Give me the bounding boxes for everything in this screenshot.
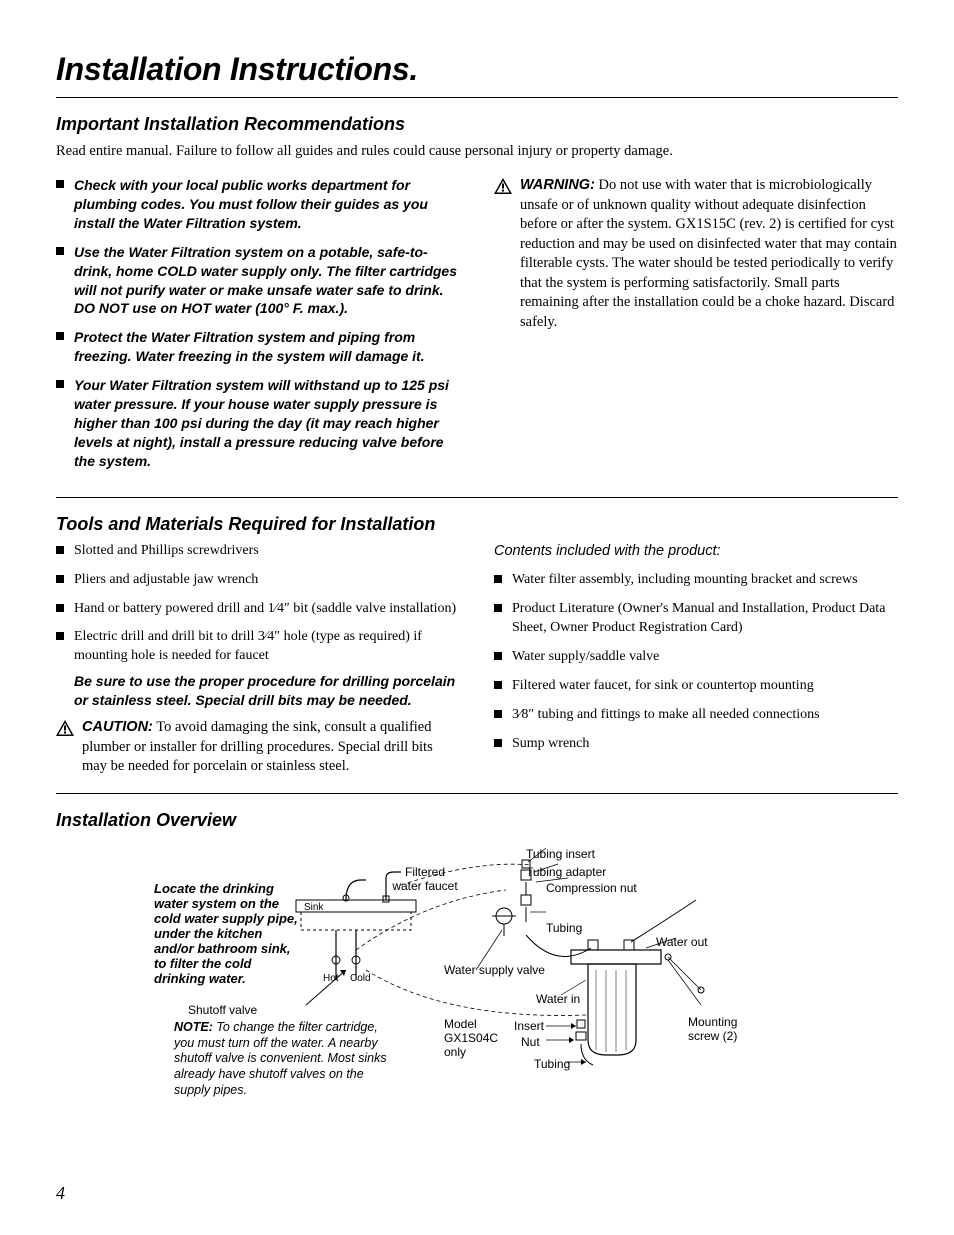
label-cold: Cold: [350, 973, 371, 985]
page-number: 4: [56, 1181, 65, 1205]
installation-diagram: Locate the drinking water system on the …: [56, 840, 898, 1120]
section-tools: Tools and Materials Required for Install…: [56, 512, 898, 777]
label-water-in: Water in: [536, 993, 580, 1007]
warning-body: Do not use with water that is microbiolo…: [520, 177, 897, 330]
tools-heading: Tools and Materials Required for Install…: [56, 512, 898, 536]
list-item: Slotted and Phillips screwdrivers: [56, 542, 460, 561]
tools-left-bullets: Slotted and Phillips screwdrivers Pliers…: [56, 542, 460, 666]
label-water-out: Water out: [656, 936, 708, 950]
list-item: Water supply/saddle valve: [494, 648, 898, 667]
label-insert: Insert: [514, 1020, 544, 1034]
label-hot: Hot: [323, 973, 339, 985]
label-sink: Sink: [304, 902, 323, 914]
list-item: Protect the Water Filtration system and …: [56, 328, 460, 366]
contents-heading: Contents included with the product:: [494, 542, 898, 562]
list-item: Product Literature (Owner's Manual and I…: [494, 600, 898, 638]
label-tubing-insert: Tubing insert: [526, 848, 595, 862]
list-item: Use the Water Filtration system on a pot…: [56, 243, 460, 319]
label-tubing2: Tubing: [534, 1058, 570, 1072]
list-item: Hand or battery powered drill and 1⁄4″ b…: [56, 600, 460, 619]
label-model: Model GX1S04C only: [444, 1018, 499, 1059]
section-overview: Installation Overview Locate the drinkin…: [56, 808, 898, 1120]
list-item: Electric drill and drill bit to drill 3⁄…: [56, 628, 460, 666]
page-title: Installation Instructions.: [56, 48, 898, 98]
divider: [56, 497, 898, 498]
warning-label: WARNING:: [520, 177, 595, 193]
label-compression-nut: Compression nut: [546, 882, 637, 896]
caution-label: CAUTION:: [82, 719, 153, 735]
divider: [56, 793, 898, 794]
caution-icon: [56, 720, 74, 736]
list-item: Check with your local public works depar…: [56, 176, 460, 233]
tools-right-bullets: Water filter assembly, including mountin…: [494, 571, 898, 753]
overview-heading: Installation Overview: [56, 808, 898, 832]
list-item: Filtered water faucet, for sink or count…: [494, 677, 898, 696]
label-water-supply-valve: Water supply valve: [444, 964, 545, 978]
label-filtered-faucet: Filtered water faucet: [390, 866, 460, 894]
drill-note: Be sure to use the proper procedure for …: [56, 672, 460, 710]
list-item: 3⁄8″ tubing and fittings to make all nee…: [494, 706, 898, 725]
warning-block: WARNING: Do not use with water that is m…: [494, 176, 898, 333]
caution-block: CAUTION: To avoid damaging the sink, con…: [56, 718, 460, 777]
recommendations-bullets: Check with your local public works depar…: [56, 176, 460, 470]
label-tubing-adapter: Tubing adapter: [526, 866, 606, 880]
label-tubing: Tubing: [546, 922, 582, 936]
list-item: Sump wrench: [494, 735, 898, 754]
list-item: Your Water Filtration system will withst…: [56, 376, 460, 470]
recommendations-intro: Read entire manual. Failure to follow al…: [56, 142, 898, 162]
label-nut: Nut: [521, 1036, 540, 1050]
note-label: NOTE:: [174, 1020, 213, 1034]
label-mounting-screw: Mounting screw (2): [688, 1016, 748, 1044]
section-recommendations: Important Installation Recommendations R…: [56, 112, 898, 480]
list-item: Water filter assembly, including mountin…: [494, 571, 898, 590]
list-item: Pliers and adjustable jaw wrench: [56, 571, 460, 590]
recommendations-heading: Important Installation Recommendations: [56, 112, 898, 136]
warning-icon: [494, 178, 512, 194]
